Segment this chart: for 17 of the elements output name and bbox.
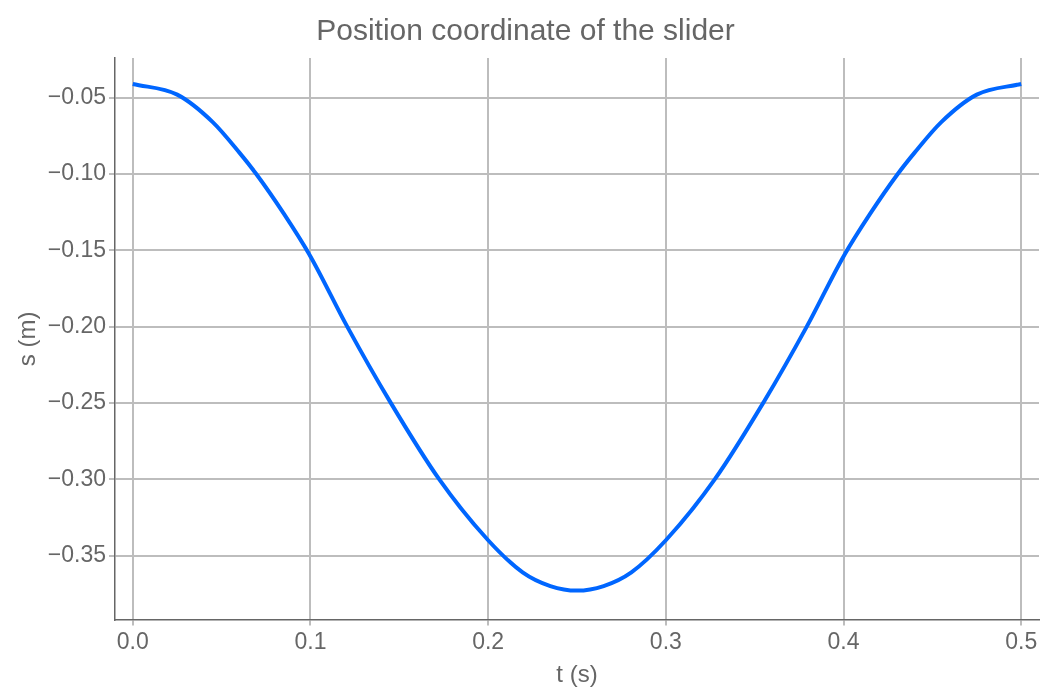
line-series <box>130 81 1024 593</box>
x-tick-label: 0.0 <box>116 627 149 654</box>
y-tick-label: −0.30 <box>47 464 106 491</box>
x-axis-title: t (s) <box>556 660 598 688</box>
x-tick-label: 0.5 <box>1005 627 1038 654</box>
y-tick-label: −0.20 <box>47 311 106 338</box>
x-tick-label: 0.2 <box>472 627 505 654</box>
chart-title: Position coordinate of the slider <box>316 13 735 47</box>
y-tick-label: −0.05 <box>47 83 106 110</box>
x-tick-label: 0.3 <box>649 627 682 654</box>
y-tick-label: −0.25 <box>47 388 106 415</box>
y-tick-label: −0.35 <box>47 540 106 567</box>
y-tick-label: −0.10 <box>47 159 106 186</box>
y-axis-title: s (m) <box>13 311 41 367</box>
x-tick-label: 0.1 <box>294 627 327 654</box>
y-tick-label: −0.15 <box>47 235 106 262</box>
x-tick-label: 0.4 <box>827 627 860 654</box>
